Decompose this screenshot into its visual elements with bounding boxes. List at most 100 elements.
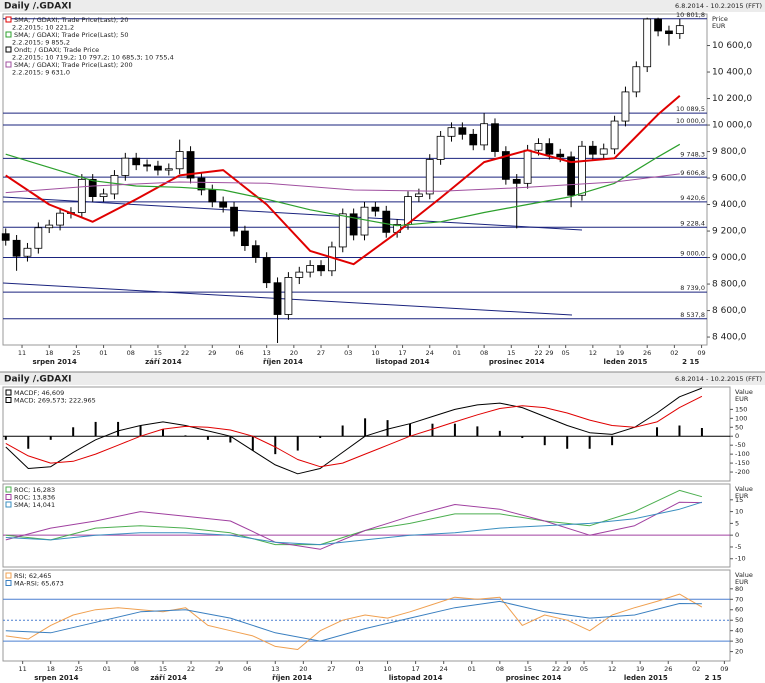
candle-body [34, 227, 43, 249]
legend-swatch [5, 494, 12, 500]
x-tick-label: 22 [181, 349, 189, 357]
x-tick-label: 19 [616, 349, 624, 357]
y-axis-label: Value [735, 388, 753, 396]
candle-body [154, 165, 162, 171]
price-level-label: 9 748,3 [680, 150, 705, 158]
price-level-label: 9 228,4 [680, 219, 705, 227]
x-tick-label: 09 [720, 665, 728, 673]
x-tick-label: 05 [580, 665, 588, 673]
y-axis-label: Value [735, 485, 753, 493]
y-tick-label: 50 [735, 423, 743, 431]
y-tick-label: 100 [735, 414, 747, 422]
x-tick-label: 25 [75, 665, 83, 673]
candle-body [175, 151, 184, 170]
price-level-label: 9 000,0 [680, 250, 705, 258]
candle-body [501, 151, 510, 180]
legend-label: Ondt; / GDAXI; Trade Price [14, 46, 99, 54]
x-tick-label: 29 [545, 349, 553, 357]
histogram-bar [656, 427, 659, 437]
y-tick-label: 9 800,0 [712, 147, 747, 157]
candle-body [88, 178, 97, 197]
candle-body [480, 123, 489, 146]
candle-body [458, 127, 467, 135]
y-tick-label: 20 [735, 648, 743, 656]
legend-swatch [5, 61, 12, 68]
x-tick-label: 20 [299, 665, 307, 673]
legend-label: RSI; 62,465 [14, 572, 52, 580]
x-tick-label: 17 [398, 349, 406, 357]
y-tick-label: 50 [735, 616, 743, 624]
x-tick-label: 20 [290, 349, 298, 357]
candle-body [186, 151, 195, 179]
x-tick-label: 22 [187, 665, 195, 673]
histogram-bar [566, 436, 569, 449]
candle-body [295, 271, 304, 278]
x-tick-label: 08 [127, 349, 135, 357]
legend-note: 2.2.2015; 10 719,2; 10 797,2; 10 685,3; … [12, 54, 174, 62]
x-tick-label: 08 [480, 349, 488, 357]
y-tick-label: 15 [735, 496, 743, 504]
price-level-label: 9 606,8 [680, 169, 705, 177]
x-tick-label: 26 [643, 349, 651, 357]
x-tick-label: 26 [664, 665, 672, 673]
x-tick-label: 11 [18, 349, 26, 357]
histogram-bar [319, 436, 322, 439]
histogram-bar [409, 423, 412, 437]
y-tick-label: 10 [735, 508, 743, 516]
candle-body [512, 178, 521, 184]
price-level-label: 10 000,0 [676, 117, 705, 125]
legend-swatch [5, 580, 12, 586]
y-axis-unit: EUR [735, 395, 749, 403]
y-axis-unit: EUR [712, 22, 726, 30]
legend-swatch [5, 397, 12, 403]
series-line [5, 95, 681, 266]
y-tick-label: -10 [735, 555, 746, 563]
legend-label: SMA; / GDAXI; Trade Price(Last); 200 [14, 61, 133, 69]
candle-body [643, 18, 652, 68]
y-tick-label: -50 [735, 441, 746, 449]
x-tick-label: 15 [524, 665, 532, 673]
price-level-label: 10 801,8 [676, 11, 705, 19]
y-tick-label: 30 [735, 637, 743, 645]
x-tick-label: 15 [154, 349, 162, 357]
x-tick-label: 01 [453, 349, 461, 357]
histogram-bar [476, 426, 479, 437]
x-tick-label: 06 [243, 665, 251, 673]
histogram-bar [72, 427, 75, 437]
x-tick-label: 03 [355, 665, 363, 673]
candle-body [654, 18, 662, 32]
y-tick-label: -200 [735, 468, 750, 476]
histogram-bar [251, 436, 254, 451]
histogram-bar [27, 436, 30, 449]
candle-body [306, 265, 315, 273]
y-tick-label: 9 600,0 [712, 174, 747, 184]
histogram-bar [49, 436, 52, 440]
x-tick-label: 08 [496, 665, 504, 673]
month-label: 2 15 [705, 674, 722, 682]
candle-body [545, 143, 554, 155]
y-tick-label: 150 [735, 405, 747, 413]
histogram-bar [521, 436, 524, 439]
x-tick-label: 15 [159, 665, 167, 673]
y-tick-label: 8 400,0 [712, 333, 747, 343]
histogram-bar [364, 418, 367, 437]
histogram-bar [4, 436, 7, 440]
month-label: říjen 2014 [272, 674, 312, 682]
x-tick-label: 13 [263, 349, 271, 357]
legend-swatch [5, 486, 12, 493]
histogram-bar [611, 436, 614, 446]
y-tick-label: 9 400,0 [712, 200, 747, 210]
candle-body [534, 143, 543, 151]
month-label: prosinec 2014 [506, 674, 562, 682]
series-line [5, 387, 703, 475]
candle-body [665, 30, 673, 35]
header-bar [0, 0, 765, 12]
histogram-bar [341, 425, 344, 437]
legend-label: ROC; 13,836 [14, 494, 55, 502]
y-axis-label: Price [712, 15, 728, 23]
candle-body [12, 239, 21, 257]
month-label: leden 2015 [604, 358, 648, 366]
series-line [5, 395, 703, 468]
x-tick-label: 03 [344, 349, 352, 357]
histogram-bar [229, 436, 232, 443]
